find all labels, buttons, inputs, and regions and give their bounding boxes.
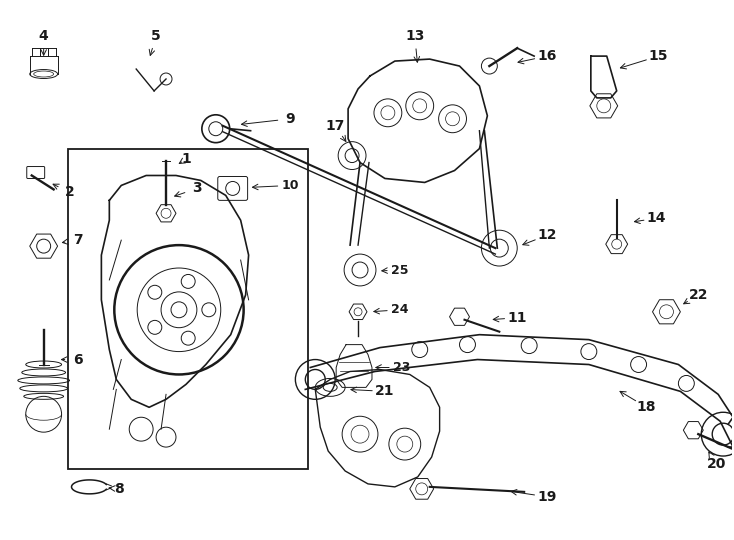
Text: 21: 21 <box>375 384 395 399</box>
Text: 18: 18 <box>637 400 656 414</box>
Text: 23: 23 <box>393 361 410 374</box>
Text: 6: 6 <box>73 353 82 367</box>
Text: 17: 17 <box>325 119 345 133</box>
Bar <box>68 148 308 469</box>
Text: 19: 19 <box>537 490 557 504</box>
Text: 14: 14 <box>647 211 666 225</box>
Text: 2: 2 <box>65 185 74 199</box>
Text: 10: 10 <box>282 179 299 192</box>
Text: 20: 20 <box>707 457 726 471</box>
Text: 13: 13 <box>405 29 424 43</box>
Text: 8: 8 <box>115 482 124 496</box>
Text: 11: 11 <box>507 310 527 325</box>
Text: 12: 12 <box>537 228 557 242</box>
Text: 7: 7 <box>73 233 82 247</box>
Text: 22: 22 <box>688 288 708 302</box>
Text: 15: 15 <box>649 49 668 63</box>
Text: 5: 5 <box>151 29 161 43</box>
Text: 25: 25 <box>391 264 409 276</box>
Text: 4: 4 <box>39 29 48 43</box>
Text: 3: 3 <box>192 181 202 195</box>
Text: 9: 9 <box>286 112 295 126</box>
Text: 1: 1 <box>181 152 191 166</box>
Text: 24: 24 <box>391 303 409 316</box>
Text: 16: 16 <box>537 49 557 63</box>
